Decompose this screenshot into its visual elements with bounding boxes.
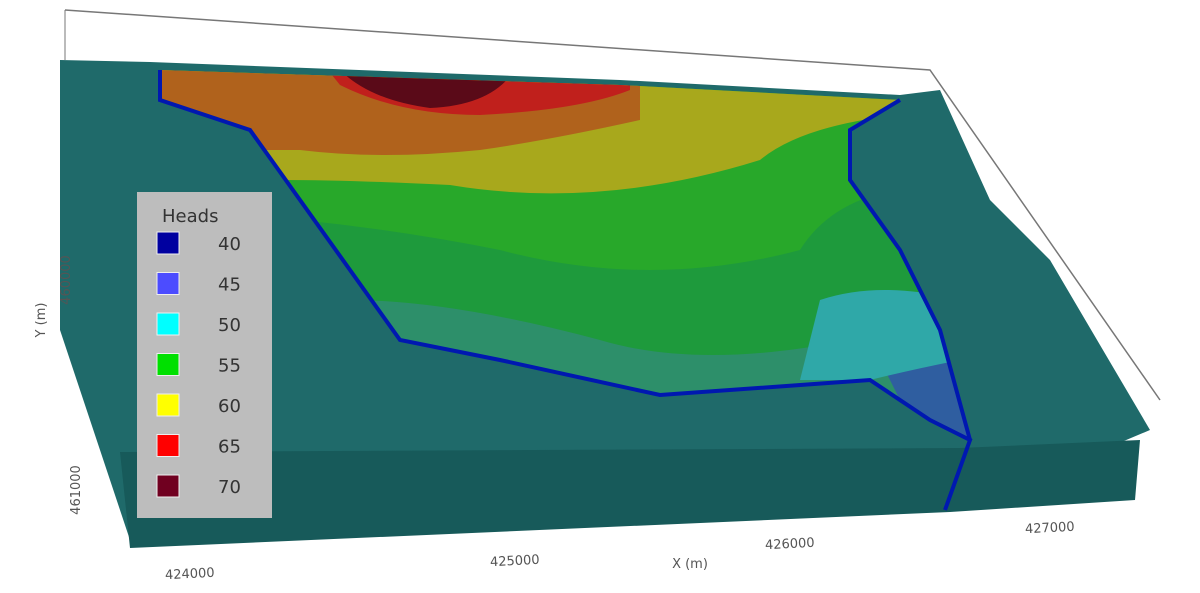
legend-label: 65 bbox=[218, 437, 241, 458]
legend-label: 50 bbox=[218, 315, 241, 336]
x-tick-label: 427000 bbox=[1025, 520, 1075, 538]
legend-swatch bbox=[156, 393, 180, 417]
x-tick-label: 424000 bbox=[165, 566, 215, 584]
terrain-face bbox=[120, 440, 1140, 548]
legend-swatch bbox=[156, 353, 180, 376]
boundary bbox=[848, 98, 972, 441]
legend-label: 70 bbox=[218, 477, 241, 498]
legend-label: 55 bbox=[218, 356, 241, 377]
y-axis-label: Y (m) bbox=[34, 303, 49, 339]
legend-swatch bbox=[156, 312, 180, 336]
legend-swatch bbox=[156, 272, 180, 295]
legend-label: 40 bbox=[218, 234, 241, 255]
legend-swatch bbox=[156, 231, 180, 255]
boundary bbox=[158, 70, 973, 511]
x-tick-label: 426000 bbox=[765, 536, 815, 554]
legend-label: 45 bbox=[218, 275, 241, 296]
legend-label: 60 bbox=[218, 396, 241, 417]
x-tick-label: 425000 bbox=[490, 553, 540, 571]
legend-swatch bbox=[156, 474, 180, 498]
bounding-box bbox=[64, 9, 1161, 401]
y-tick-label: 461000 bbox=[69, 465, 84, 515]
y-tick-label: 460000 bbox=[59, 255, 74, 305]
legend-title: Heads bbox=[162, 206, 218, 227]
legend-items: 40 45 50 55 60 65 70 bbox=[156, 231, 241, 498]
legend-swatch bbox=[156, 434, 180, 457]
x-axis-label: X (m) bbox=[672, 557, 708, 572]
